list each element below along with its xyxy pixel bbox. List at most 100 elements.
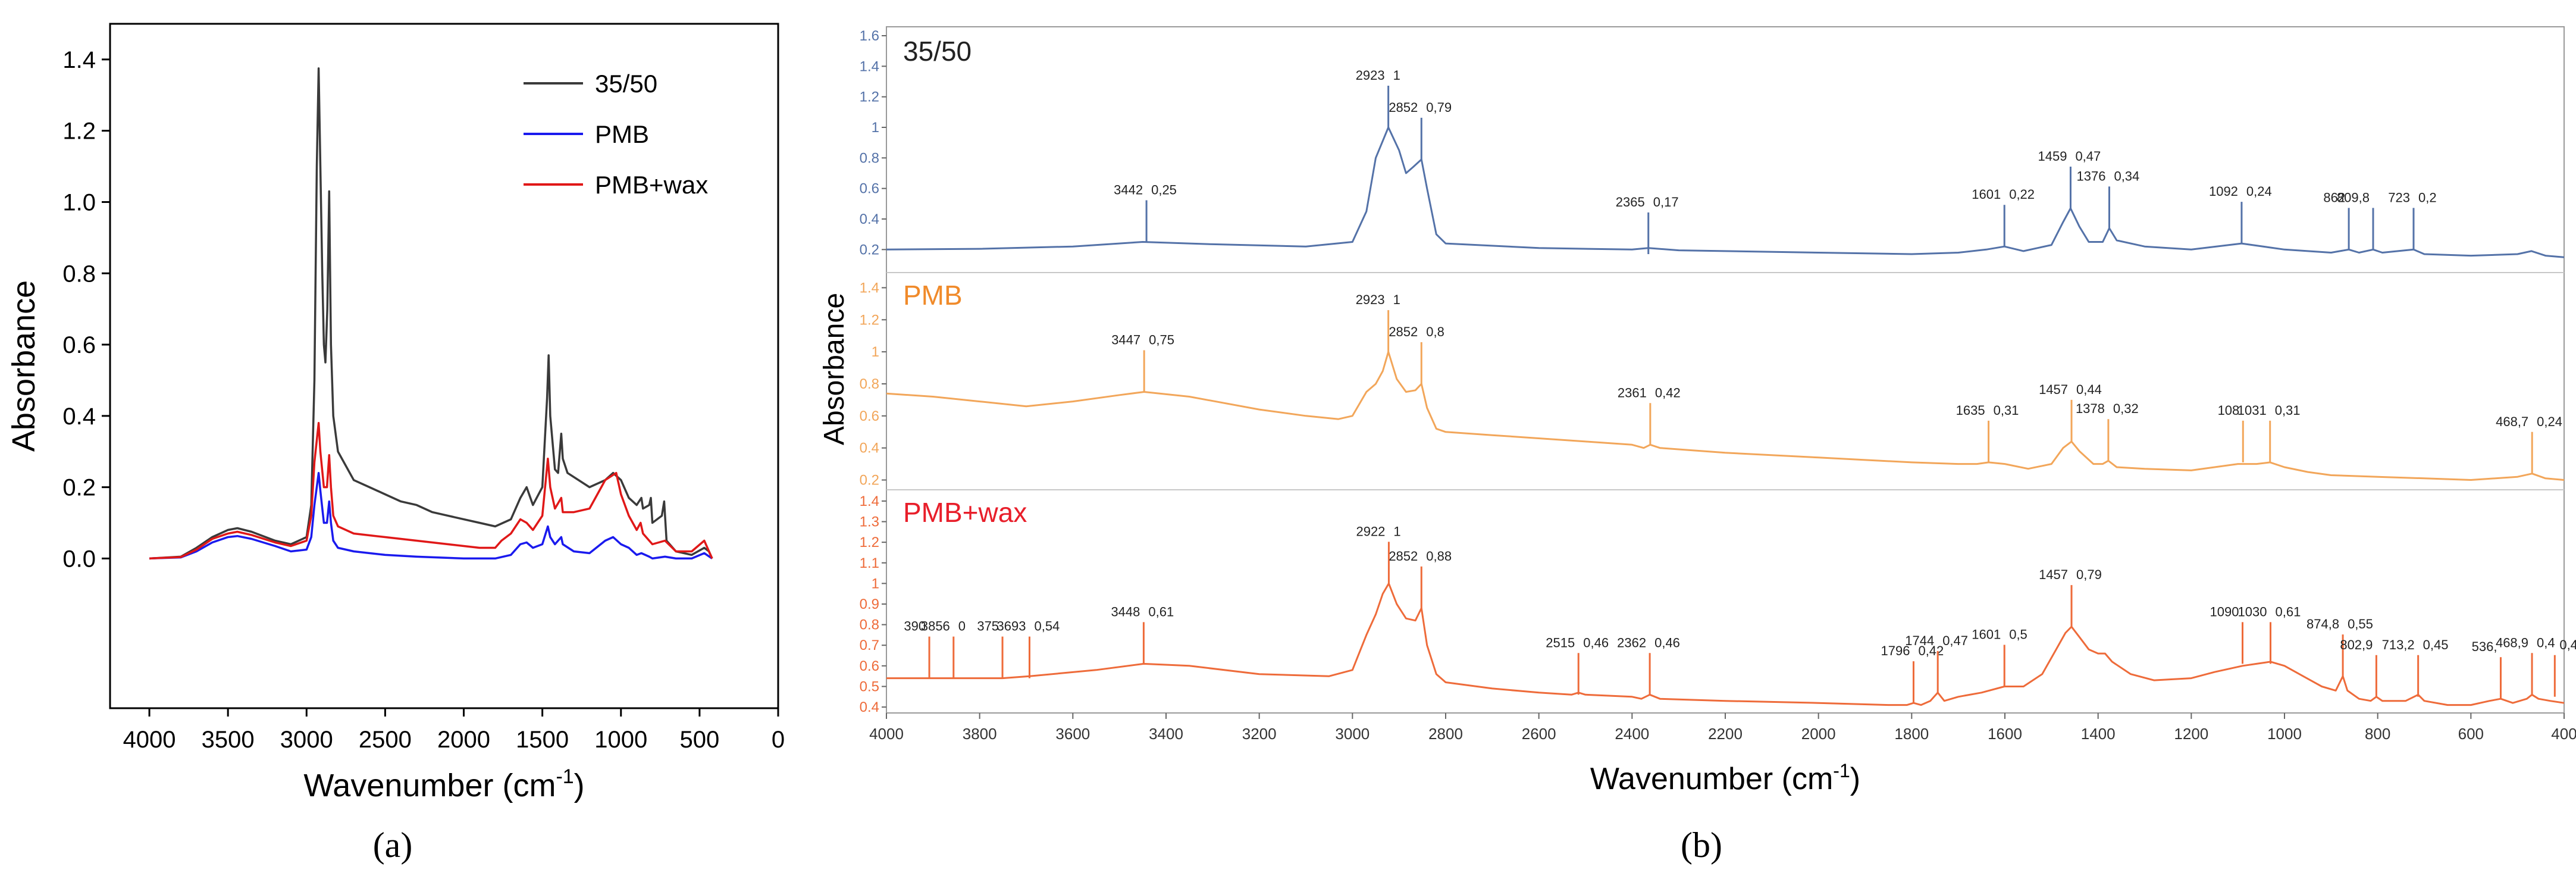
panel-b-peak-label: 536, <box>2472 639 2497 654</box>
panel-b-peak-value: 0,31 <box>2275 403 2301 418</box>
panel-a-chart: 4000 3500 3000 2500 2000 1500 1000 500 0 0.0 0.2 0.… <box>6 23 785 865</box>
panel-b-x-tick-label: 1200 <box>2174 725 2208 743</box>
panel-b-peak-label: 1457 <box>2039 567 2068 582</box>
panel-b-x-tick-label: 2000 <box>1801 725 1836 743</box>
panel-b-peak-value: 0,45 <box>2423 637 2449 652</box>
panel-a-series-line <box>149 471 713 560</box>
panel-b-y-tick-label: 0.2 <box>860 473 879 489</box>
panel-a-x-tick-label: 4000 <box>123 727 176 753</box>
panel-b-x-tick-label: 800 <box>2365 725 2390 743</box>
panel-b-y-tick-label: 1.3 <box>860 514 879 530</box>
panel-b-y-tick-label: 1.6 <box>860 28 879 44</box>
panel-b-y-tick-label: 0.9 <box>860 596 879 612</box>
panel-b-peak-label: 2852 <box>1389 549 1418 564</box>
panel-a-y-tick-label: 1.4 <box>62 47 96 73</box>
panel-b-y-tick-label: 1 <box>872 575 879 592</box>
panel-b-peak-label: 2362 <box>1617 635 1646 650</box>
panel-b-peak-value: 0,22 <box>2009 187 2035 202</box>
panel-b-peak-label: 862 <box>2323 190 2345 205</box>
panel-b-peak-label: 2515 <box>1546 635 1575 650</box>
panel-b-x-tick-label: 3200 <box>1242 725 1277 743</box>
panel-b-peak-value: 0,47 <box>2075 149 2101 164</box>
panel-b-y-tick-label: 0.6 <box>860 408 879 424</box>
panel-b-peak-label: 1635 <box>1956 403 1985 418</box>
panel-b-peak-label: 2852 <box>1389 324 1418 339</box>
panel-b-peak-value: 1 <box>1393 292 1400 307</box>
panel-b-y-tick-label: 0.4 <box>860 699 879 715</box>
panel-b-y-tick-label: 0.8 <box>860 617 879 633</box>
panel-b-peak-value: 0,31 <box>1994 403 2019 418</box>
panel-b-peak-value: 0,5 <box>2009 627 2027 642</box>
panel-a-series-line <box>149 422 713 560</box>
panel-b-peak-value: 0,44 <box>2076 382 2102 397</box>
panel-b-peak-value: 0,42 <box>1655 385 1681 400</box>
panel-a-y-tick-label: 0.8 <box>62 261 96 287</box>
panel-b-peak-label: 3447 <box>1111 332 1140 347</box>
panel-b-peak-label: 390 <box>904 619 926 634</box>
panel-a-x-tick-label: 1000 <box>594 727 647 753</box>
panel-b-x-tick-label: 600 <box>2458 725 2484 743</box>
panel-b-peak-label: 1031 <box>2237 403 2267 418</box>
panel-b-subplot: 1.6 1.4 1.2 1 0.8 0.6 0.4 0.2 35/50 3442 0,25 2923 1… <box>860 28 2565 258</box>
panel-b-y-tick-label: 0.5 <box>860 678 879 695</box>
panel-a-x-axis-label-tail: ) <box>574 768 585 803</box>
panel-a-y-tick-label: 1.2 <box>62 118 96 145</box>
panel-b-peak-label: 1744 <box>1905 633 1934 648</box>
panel-b-subplots: 4000 3800 3600 3400 3200 3000 2800 2600 2400 2200… <box>860 28 2576 743</box>
panel-b-y-tick-label: 1 <box>872 344 879 360</box>
panel-a-y-tick-label: 0.6 <box>62 332 96 358</box>
panel-a-y-tick-label: 0.0 <box>62 546 96 572</box>
panel-a-x-tick-label: 1500 <box>516 727 569 753</box>
panel-b-peak-value: 0,61 <box>1148 604 1174 619</box>
panel-b-peak-label: 723 <box>2388 190 2410 205</box>
panel-b-peak-value: 0,79 <box>2076 567 2102 582</box>
panel-b-peak-value: 0,47 <box>1942 633 1968 648</box>
panel-b-peak-value: 0,55 <box>2348 617 2373 631</box>
panel-a-x-axis-label: Wavenumber (cm-1) <box>303 765 584 803</box>
panel-b-peak-value: 0,61 <box>2276 604 2301 619</box>
panel-b-x-tick-label: 1800 <box>1894 725 1929 743</box>
panel-b-y-tick-label: 0.6 <box>860 181 879 197</box>
panel-b-subplot-title: PMB <box>903 280 963 311</box>
panel-b-x-tick-label: 4000 <box>869 725 904 743</box>
panel-b-peak-label: 1376 <box>2077 168 2106 183</box>
panel-b-peak-label: 108 <box>2218 403 2240 418</box>
panel-a-y-tick-label: 1.0 <box>62 189 96 215</box>
panel-b-y-tick-label: 1.4 <box>860 280 879 296</box>
panel-b-peak-value: 0,45 <box>2559 637 2576 652</box>
panel-b-peak-value: 0 <box>958 619 966 634</box>
panel-b-peak-label: 809,8 <box>2337 190 2370 205</box>
panel-b-peak-label: 3448 <box>1111 604 1140 619</box>
panel-a-x-tick-label: 3000 <box>280 727 333 753</box>
panel-b-peak-label: 1378 <box>2076 401 2105 416</box>
panel-a-x-axis-label-sup: -1 <box>556 765 574 788</box>
panel-a-legend-label: PMB+wax <box>595 171 708 199</box>
panel-b-peak-label: 375 <box>977 619 999 634</box>
panel-b-peak-label: 2852 <box>1389 100 1418 115</box>
panel-b-peak-value: 0,79 <box>1426 100 1452 115</box>
panel-a-legend-label: 35/50 <box>595 70 657 98</box>
panel-b-peak-label: 468,9 <box>2496 635 2528 650</box>
panel-b-peak-value: 0,24 <box>2246 184 2272 199</box>
panel-b-y-tick-label: 0.4 <box>860 440 879 456</box>
panel-b-y-tick-label: 0.6 <box>860 658 879 674</box>
panel-b-peak-label: 1092 <box>2209 184 2238 199</box>
panel-a-x-axis-label-main: Wavenumber (cm <box>303 768 556 803</box>
panel-b-peak-label: 874,8 <box>2307 617 2339 631</box>
panel-b-peak-label: 1457 <box>2039 382 2068 397</box>
panel-b-peak-label: 2365 <box>1616 195 1645 209</box>
panel-b-caption: (b) <box>1681 825 1722 865</box>
panel-b-y-axis-label: Absorbance <box>819 293 850 445</box>
panel-b-x-tick-label: 3600 <box>1055 725 1090 743</box>
panel-b-peak-label: 1601 <box>1972 187 2001 202</box>
panel-b-peak-label: 2923 <box>1356 68 1385 83</box>
panel-b-peak-value: 0,32 <box>2113 401 2139 416</box>
panel-b-y-tick-label: 1 <box>872 120 879 136</box>
panel-b-series-line <box>886 582 2565 706</box>
panel-b-x-tick-label: 400 <box>2551 725 2576 743</box>
panel-b-y-tick-label: 1.4 <box>860 58 879 74</box>
panel-b-peak-label: 3442 <box>1114 183 1143 198</box>
panel-b-x-axis-label: Wavenumber (cm-1) <box>1590 760 1860 796</box>
panel-b-series-line <box>886 351 2565 481</box>
